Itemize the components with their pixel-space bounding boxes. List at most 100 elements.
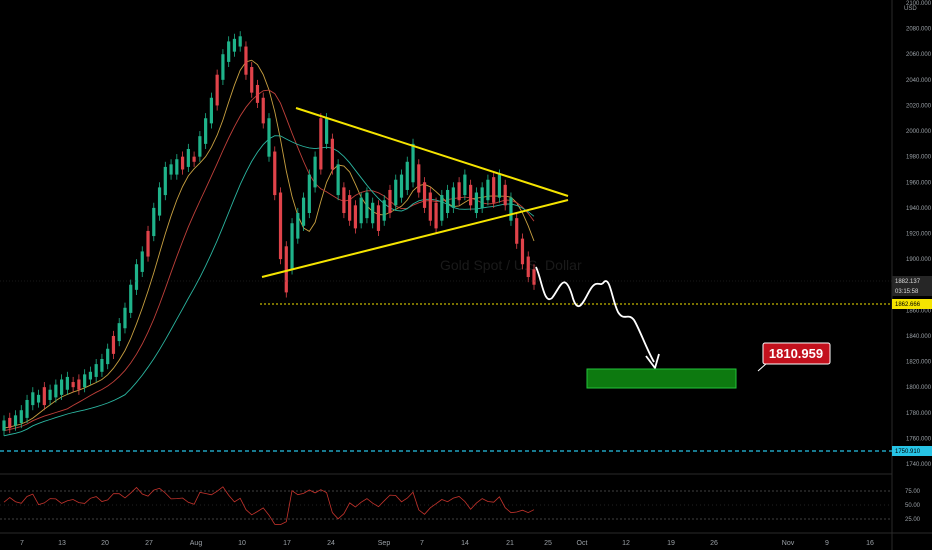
candle-body — [65, 376, 69, 390]
candle-body — [451, 187, 455, 208]
candle-body — [244, 46, 248, 75]
time-tick-label: 21 — [506, 540, 514, 547]
candle-body — [71, 382, 75, 388]
candle-body — [376, 205, 381, 231]
candle-body — [330, 138, 334, 170]
candle-body — [313, 156, 317, 188]
rsi-upper-label: 75.00 — [905, 489, 921, 495]
candle-body — [2, 420, 6, 431]
rsi-lower-label: 25.00 — [905, 517, 921, 523]
target-callout-box[interactable] — [762, 342, 831, 365]
candle-body — [215, 74, 219, 106]
candle-body — [180, 156, 185, 170]
projection-path[interactable] — [535, 266, 655, 363]
time-tick-label: 24 — [327, 540, 335, 547]
candle-body — [140, 251, 144, 272]
candle-body — [209, 97, 213, 124]
last-price-tag — [892, 276, 932, 286]
price-tick-label: 1780.000 — [906, 411, 932, 417]
candle-body — [117, 323, 121, 342]
candle-body — [348, 195, 352, 221]
candle-body — [261, 97, 265, 124]
time-tick-label: 13 — [58, 540, 66, 547]
candle-body — [83, 374, 87, 388]
price-tick-label: 1800.000 — [906, 385, 932, 391]
candle-body — [54, 384, 58, 398]
candle-body — [232, 38, 237, 52]
candle-body — [106, 348, 110, 365]
candle-body — [497, 174, 502, 198]
rsi-line — [3, 486, 535, 526]
time-tick-label: Sep — [378, 540, 391, 547]
time-tick-label: 19 — [667, 540, 675, 547]
price-tick-label: 1920.000 — [906, 232, 932, 238]
time-tick-label: 9 — [825, 540, 829, 547]
candle-body — [515, 218, 519, 244]
price-tick-label: 2020.000 — [906, 103, 932, 109]
price-tick-label: 1760.000 — [906, 436, 932, 442]
last-price-tag-label: 1882.137 — [895, 279, 921, 285]
candle-body — [267, 118, 271, 157]
candle-body — [457, 182, 461, 201]
price-tick-label: 1820.000 — [906, 360, 932, 366]
candle-body — [134, 264, 139, 290]
price-axis[interactable]: 2100.000 2080.000 2060.000 2040.000 2020.000… — [906, 1, 932, 468]
candle-body — [399, 174, 404, 198]
rsi-mid-label: 50.00 — [905, 503, 921, 509]
time-tick-label: 7 — [20, 540, 24, 547]
candle-body — [273, 151, 277, 196]
time-tick-label: 12 — [622, 540, 630, 547]
currency-label: USD — [904, 6, 917, 12]
candle-body — [382, 200, 386, 221]
time-tick-label: 27 — [145, 540, 153, 547]
candle-body — [284, 246, 288, 293]
candle-body — [492, 177, 496, 203]
time-tick-label: 7 — [420, 540, 424, 547]
time-tick-label: Aug — [190, 540, 203, 547]
candle-body — [8, 417, 12, 429]
candle-body — [486, 179, 490, 201]
candle-body — [129, 284, 133, 313]
time-axis[interactable]: 7 13 20 27 Aug 10 17 24 Sep 7 14 21 25 Oct 12 19 26 Nov 9 1… — [20, 540, 874, 547]
candle-body — [290, 223, 294, 270]
price-tick-label: 1940.000 — [906, 206, 932, 212]
watermark-text: Gold Spot / U.S. Dollar — [440, 257, 582, 273]
price-tick-label: 1900.000 — [906, 257, 932, 263]
price-tick-label: 1740.000 — [906, 462, 932, 468]
triangle-lower-trendline[interactable] — [261, 199, 569, 278]
candle-body — [463, 174, 467, 196]
price-tick-label: 1860.000 — [906, 308, 932, 314]
candle-body — [94, 364, 98, 377]
candle-body — [42, 387, 46, 406]
candle-body — [394, 179, 398, 206]
candle-body — [336, 164, 340, 196]
time-tick-label: Nov — [782, 540, 795, 547]
candle-body — [192, 156, 196, 162]
price-tick-label: 1840.000 — [906, 334, 932, 340]
candle-body — [13, 415, 18, 426]
time-tick-label: 10 — [238, 540, 246, 547]
candle-body — [422, 182, 427, 208]
candle-body — [526, 256, 530, 278]
price-tick-label: 2080.000 — [906, 27, 932, 33]
candle-body — [319, 118, 323, 170]
triangle-upper-trendline[interactable] — [295, 107, 569, 197]
candle-body — [19, 410, 23, 424]
time-tick-label: 14 — [461, 540, 469, 547]
target-zone-box[interactable] — [586, 368, 737, 389]
candle-body — [307, 174, 311, 214]
candle-body — [440, 195, 444, 221]
price-tick-label: 2100.000 — [906, 1, 932, 7]
candle-body — [123, 307, 127, 329]
candle-body — [296, 213, 300, 239]
candle-body — [342, 187, 346, 214]
moving-average-mid-line — [3, 89, 535, 432]
candle-body — [520, 238, 525, 265]
candle-body — [146, 230, 150, 257]
lower-level-tag — [892, 446, 932, 456]
candle-body — [100, 358, 104, 372]
support-level-tag — [892, 299, 932, 309]
time-tick-label: 16 — [866, 540, 874, 547]
countdown-tag-label: 03:15:58 — [895, 289, 919, 295]
